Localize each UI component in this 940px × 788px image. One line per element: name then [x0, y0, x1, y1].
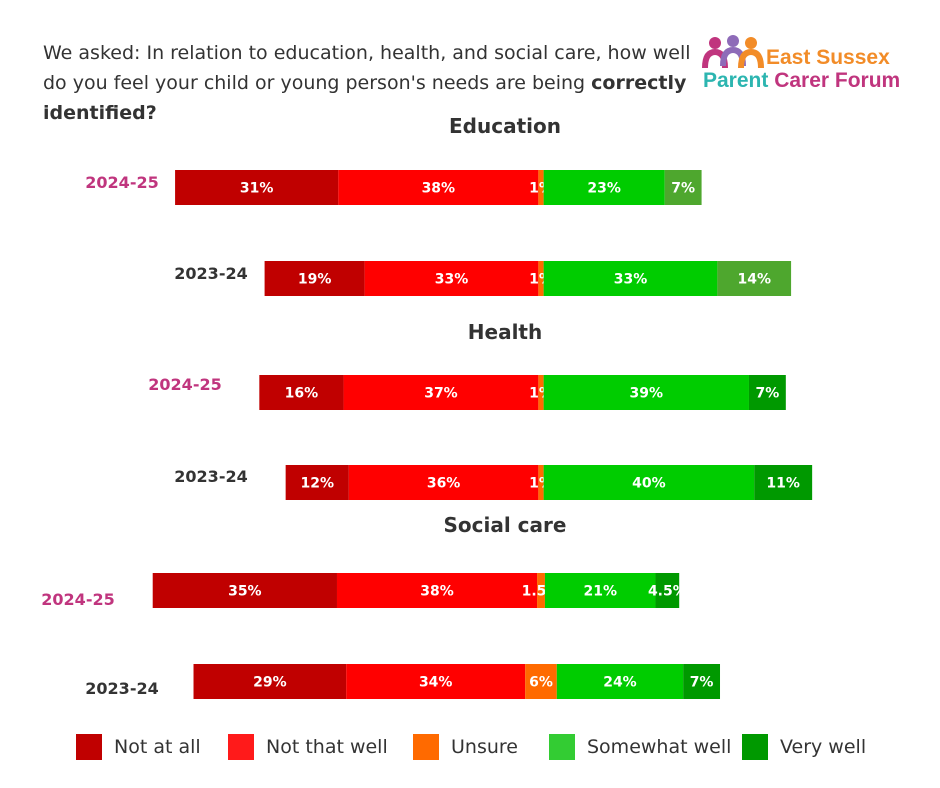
data-label: 34% — [419, 675, 453, 691]
data-label: 21% — [583, 584, 617, 600]
data-label: 16% — [285, 386, 319, 402]
legend-item-very-well: Very well — [742, 734, 866, 760]
year-label: 2024-25 — [148, 375, 221, 394]
legend-swatch — [742, 734, 768, 760]
group-title: Education — [449, 114, 561, 138]
bar-segment — [348, 465, 539, 500]
bar-segment — [543, 465, 755, 500]
data-label: 29% — [253, 675, 287, 691]
bar-segment — [264, 261, 365, 296]
year-label: 2023-24 — [174, 467, 247, 486]
bar-segment — [655, 573, 680, 608]
legend-swatch — [76, 734, 102, 760]
data-label: 23% — [587, 181, 621, 197]
bar-segment — [538, 170, 544, 205]
legend-label: Unsure — [451, 736, 518, 758]
bar-segment — [259, 375, 344, 410]
data-label: 31% — [240, 181, 274, 197]
bar-segment — [538, 261, 544, 296]
year-label: 2023-24 — [85, 679, 158, 698]
bar-segment — [543, 375, 749, 410]
data-label: 38% — [422, 181, 456, 197]
bar-segment — [346, 664, 526, 699]
logo-parent: Parent — [703, 69, 769, 92]
logo-line1: East Sussex — [766, 46, 890, 69]
data-label: 11% — [766, 476, 800, 492]
bar-segment — [538, 465, 544, 500]
bar-segment — [543, 261, 718, 296]
bar-segment — [556, 664, 684, 699]
data-label: 38% — [420, 584, 454, 600]
bar-segment — [543, 170, 665, 205]
bar-segment — [537, 573, 545, 608]
data-label: 40% — [632, 476, 666, 492]
bar-segment — [152, 573, 337, 608]
intro-bold: correctly identified? — [43, 72, 687, 124]
bar-segment — [343, 375, 539, 410]
data-label: 35% — [228, 584, 262, 600]
data-label: 36% — [427, 476, 461, 492]
data-label: 12% — [300, 476, 334, 492]
legend-label: Somewhat well — [587, 736, 732, 758]
data-label: 33% — [435, 272, 469, 288]
data-label: 7% — [671, 181, 695, 197]
group-title: Health — [468, 320, 542, 344]
year-label: 2023-24 — [174, 264, 247, 283]
forum-logo: East Sussex Parent Carer Forum — [700, 32, 925, 98]
intro-question: We asked: In relation to education, heal… — [43, 38, 703, 128]
legend-swatch — [228, 734, 254, 760]
bar-segment — [664, 170, 702, 205]
data-label: 19% — [298, 272, 332, 288]
data-label: 14% — [737, 272, 771, 288]
bar-segment — [364, 261, 539, 296]
year-label: 2024-25 — [41, 590, 114, 609]
year-label: 2024-25 — [85, 173, 158, 192]
bar-segment — [544, 573, 656, 608]
legend-label: Not that well — [266, 736, 388, 758]
legend-label: Not at all — [114, 736, 201, 758]
data-label: 4.5% — [648, 584, 687, 600]
data-label: 39% — [630, 386, 664, 402]
legend-item-not-at-all: Not at all — [76, 734, 201, 760]
data-label: 33% — [614, 272, 648, 288]
logo-line2: Parent Carer Forum — [703, 69, 900, 93]
legend-swatch — [549, 734, 575, 760]
legend-item-unsure: Unsure — [413, 734, 518, 760]
bar-segment — [336, 573, 538, 608]
legend-swatch — [413, 734, 439, 760]
bar-segment — [538, 375, 544, 410]
group-title: Social care — [444, 513, 567, 537]
data-label: 7% — [690, 675, 714, 691]
intro-text: We asked: In relation to education, heal… — [43, 42, 691, 94]
bar-segment — [175, 170, 339, 205]
bar-segment — [285, 465, 349, 500]
bar-segment — [193, 664, 347, 699]
legend-item-somewhat-well: Somewhat well — [549, 734, 731, 760]
legend-item-not-that-well: Not that well — [228, 734, 388, 760]
bar-segment — [717, 261, 792, 296]
data-label: 7% — [756, 386, 780, 402]
logo-carer-forum: Carer Forum — [774, 69, 901, 92]
bar-segment — [748, 375, 786, 410]
data-label: 37% — [424, 386, 458, 402]
bar-segment — [338, 170, 539, 205]
people-logo-icon — [702, 35, 764, 69]
bar-segment — [525, 664, 557, 699]
legend-label: Very well — [780, 736, 867, 758]
data-label: 24% — [603, 675, 637, 691]
data-label: 6% — [529, 675, 553, 691]
bar-segment — [683, 664, 721, 699]
bar-segment — [754, 465, 813, 500]
